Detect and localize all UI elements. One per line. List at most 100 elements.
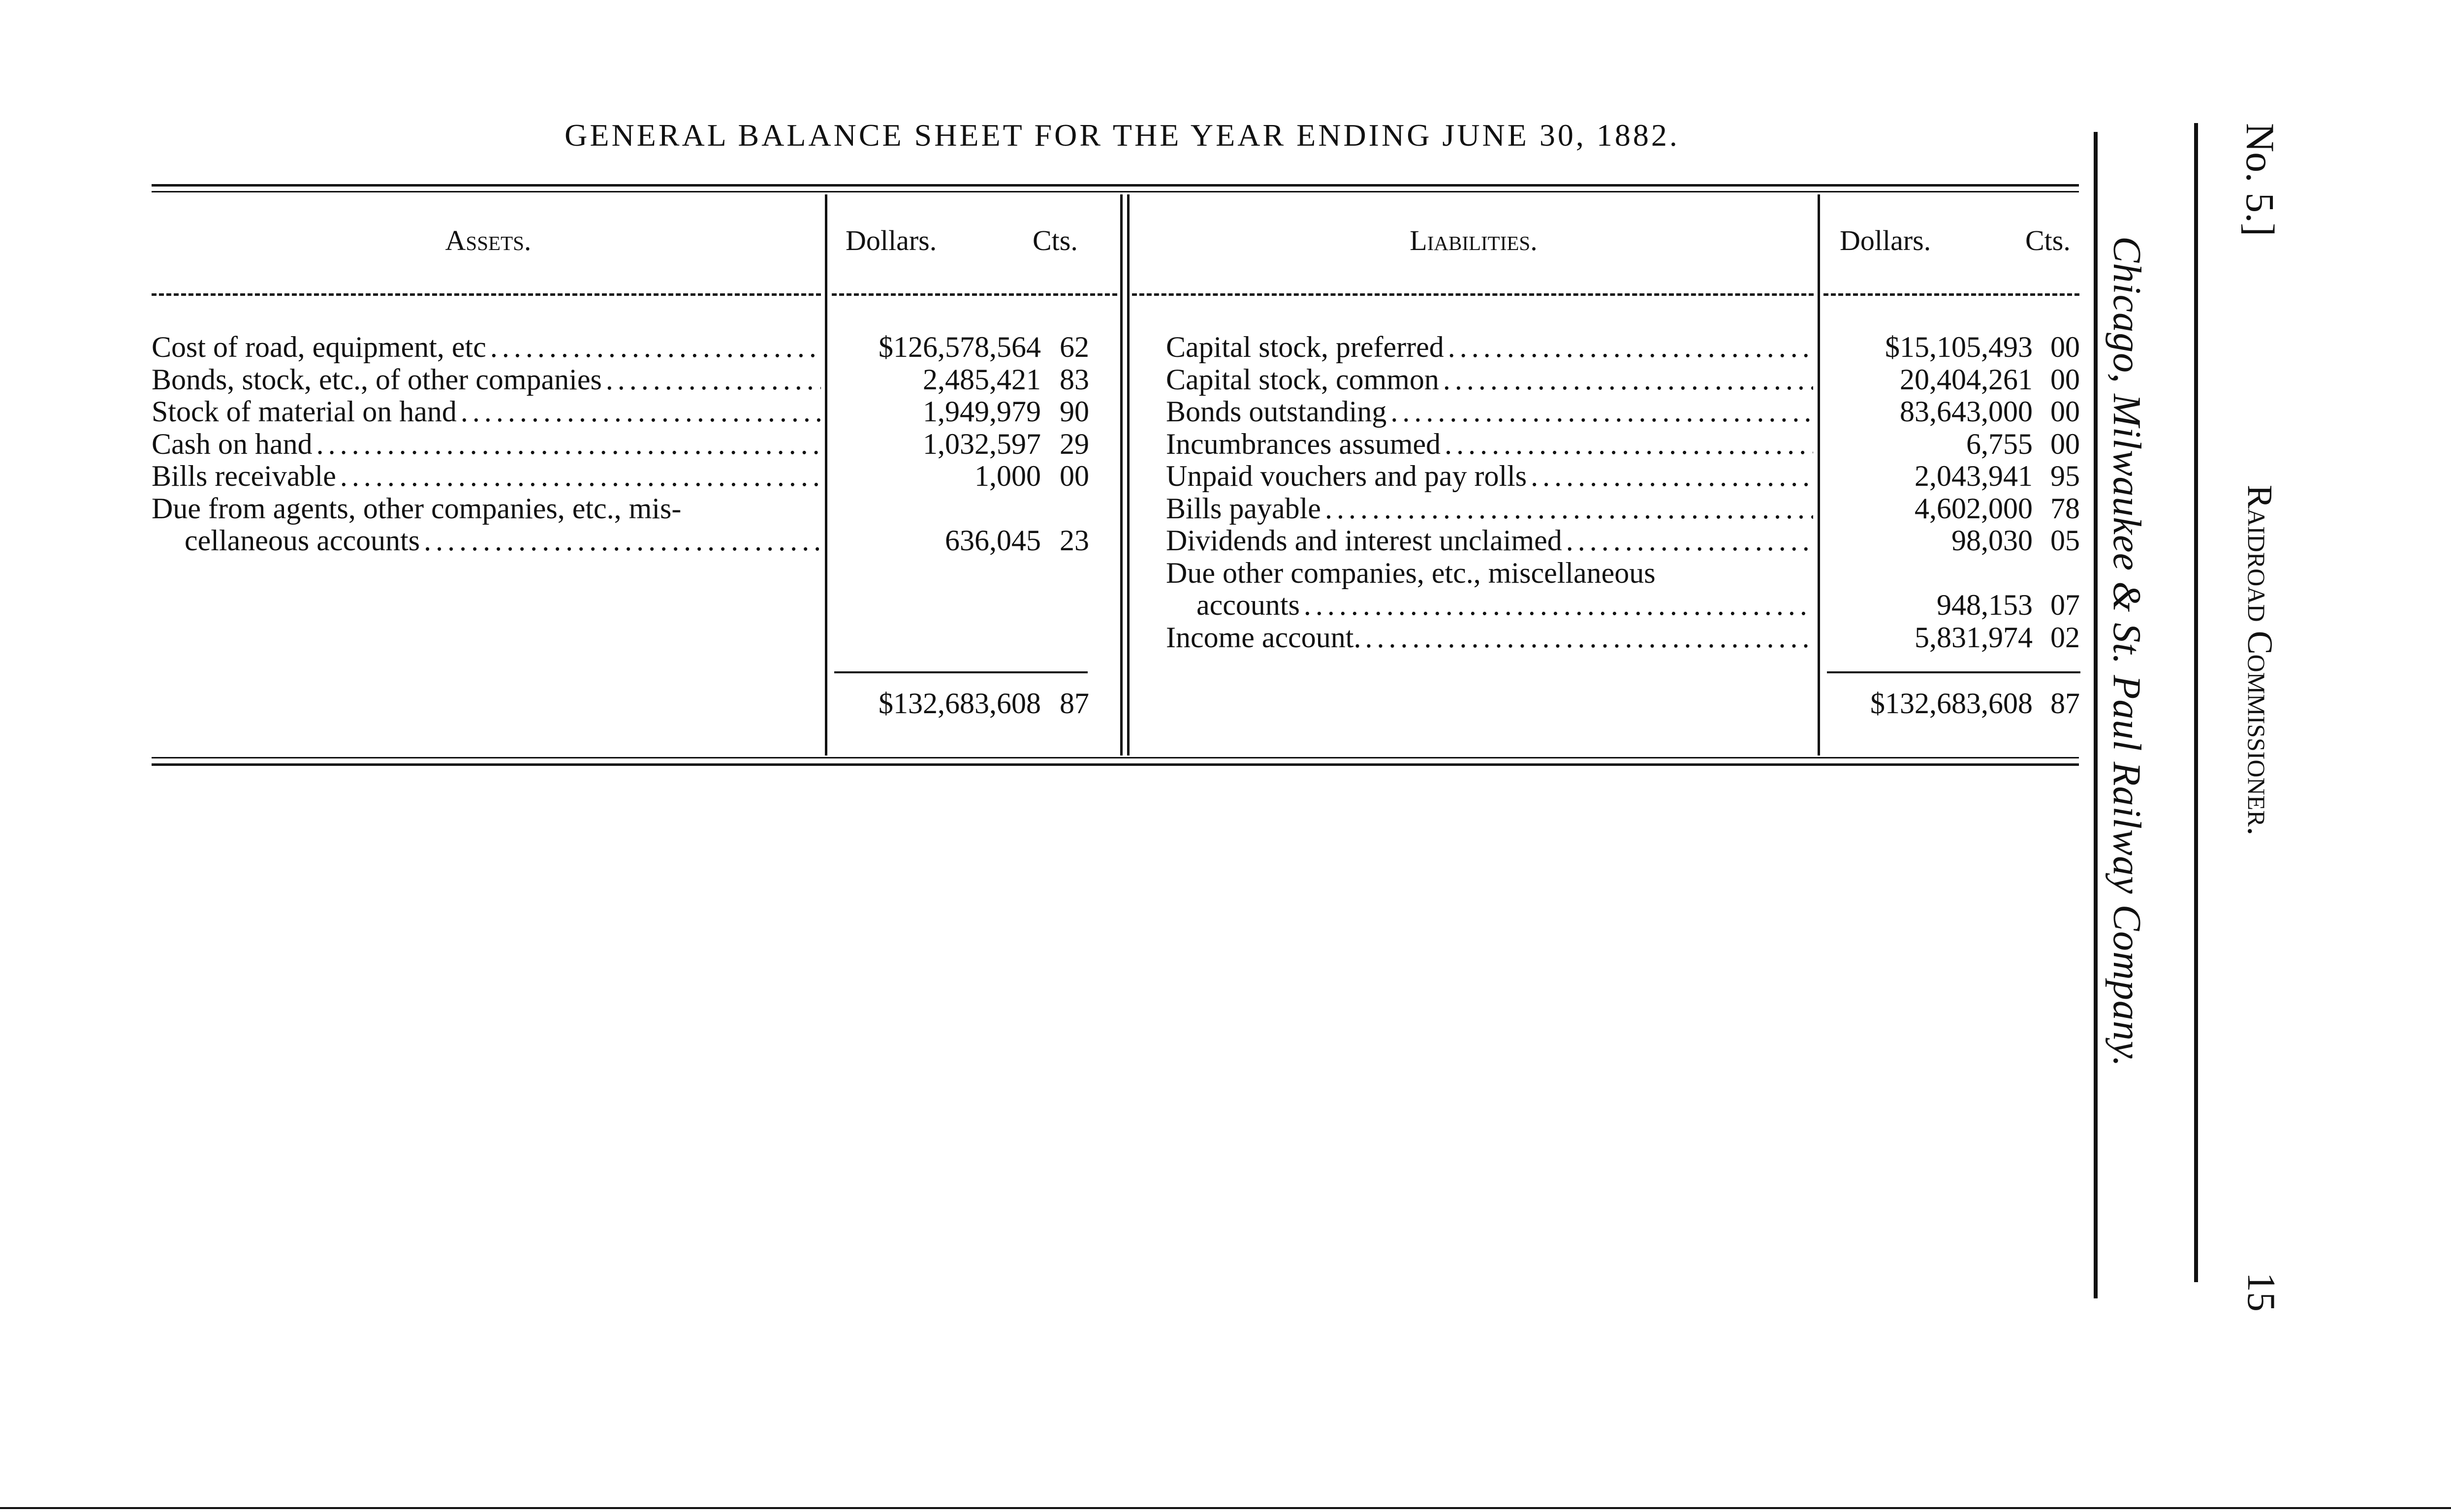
row-cents: 00: [2050, 427, 2080, 460]
label-text: accounts: [1196, 589, 1300, 621]
assets-header: Assets.: [445, 224, 532, 256]
row-cents: 90: [1060, 395, 1089, 428]
total-rule: [1827, 671, 2080, 673]
row-cents: 78: [2050, 492, 2080, 525]
label-text: Bills receivable: [152, 460, 336, 492]
column-divider: [825, 194, 827, 756]
running-head: Chicago, Milwaukee & St. Paul Railway Co…: [2105, 236, 2148, 1068]
dot-leader: [1566, 524, 1813, 557]
page-title: GENERAL BALANCE SHEET FOR THE YEAR ENDIN…: [565, 118, 1680, 153]
assets-total-dollars: $132,683,608: [879, 687, 1041, 720]
row-cents: 62: [1060, 331, 1089, 363]
margin-rule: [2094, 132, 2098, 1298]
assets-dollars-header: Dollars.: [846, 224, 937, 256]
dot-leader: [1390, 395, 1813, 428]
dot-leader: [1448, 331, 1813, 363]
total-rule: [834, 671, 1088, 673]
row-label: Bills payable: [1166, 492, 1813, 525]
row-dollars: 83,643,000: [1900, 395, 2033, 428]
row-dollars: 20,404,261: [1900, 363, 2033, 396]
row-label: Stock of material on hand: [152, 395, 821, 428]
row-cents: 02: [2050, 621, 2080, 654]
bottom-rule: [152, 763, 2079, 766]
top-rule: [152, 184, 2079, 187]
document-number: No. 5.]: [2238, 123, 2283, 237]
label-text: Income account.: [1166, 621, 1361, 654]
label-text: Dividends and interest unclaimed: [1166, 524, 1562, 557]
row-cents: 00: [2050, 395, 2080, 428]
page-edge: [0, 1507, 2451, 1509]
row-dollars: 1,949,979: [923, 395, 1041, 428]
label-text: Stock of material on hand: [152, 395, 457, 428]
header-rule: [152, 293, 821, 296]
liabilities-dollars-header: Dollars.: [1840, 224, 1931, 256]
row-label: Due from agents, other companies, etc., …: [152, 492, 682, 525]
row-cents: 00: [2050, 363, 2080, 396]
label-text: Bonds, stock, etc., of other companies: [152, 363, 602, 396]
page-number: 15: [2239, 1272, 2283, 1312]
liabilities-total-cents: 87: [2050, 687, 2080, 720]
row-dollars: 1,032,597: [923, 427, 1041, 460]
row-label: Unpaid vouchers and pay rolls: [1166, 460, 1813, 492]
row-label: Bonds outstanding: [1166, 395, 1813, 428]
row-cents: 00: [2050, 331, 2080, 363]
label-text: Bonds outstanding: [1166, 395, 1387, 428]
dot-leader: [1445, 428, 1813, 460]
header-rule: [832, 293, 1117, 296]
row-label: Income account.: [1166, 621, 1813, 654]
row-cents: 29: [1060, 427, 1089, 460]
row-label-continued: accounts: [1196, 589, 1813, 621]
row-dollars: 98,030: [1951, 524, 2033, 557]
dot-leader: [1325, 492, 1813, 525]
dot-leader: [424, 524, 821, 557]
label-text: Unpaid vouchers and pay rolls: [1166, 460, 1527, 492]
column-divider: [1818, 194, 1820, 756]
dot-leader: [1531, 460, 1813, 492]
liabilities-cents-header: Cts.: [2025, 224, 2071, 256]
assets-total-cents: 87: [1060, 687, 1089, 720]
row-dollars: 948,153: [1937, 589, 2033, 621]
row-label: Bills receivable: [152, 460, 821, 492]
column-divider-double-a: [1120, 194, 1123, 756]
row-cents: 00: [1060, 460, 1089, 492]
dot-leader: [1443, 363, 1813, 396]
row-cents: 83: [1060, 363, 1089, 396]
dot-leader: [490, 331, 821, 363]
liabilities-header: Liabilities.: [1410, 224, 1538, 256]
row-dollars: $126,578,564: [879, 331, 1041, 363]
header-rule: [1132, 293, 1814, 296]
liabilities-total-dollars: $132,683,608: [1870, 687, 2033, 720]
row-cents: 07: [2050, 589, 2080, 621]
row-dollars: 2,043,941: [1915, 460, 2033, 492]
label-text: Cost of road, equipment, etc: [152, 331, 486, 363]
row-dollars: $15,105,493: [1885, 331, 2033, 363]
header-rule: [1823, 293, 2079, 296]
row-label: Cash on hand: [152, 428, 821, 460]
dot-leader: [340, 460, 821, 492]
row-dollars: 636,045: [945, 524, 1041, 557]
label-text: Incumbrances assumed: [1166, 427, 1441, 460]
row-label: Bonds, stock, etc., of other companies: [152, 363, 821, 396]
dot-leader: [461, 395, 821, 428]
dot-leader: [606, 363, 821, 396]
top-rule-inner: [152, 191, 2079, 192]
row-dollars: 2,485,421: [923, 363, 1041, 396]
publisher-heading: Raidroad Commissioner.: [2240, 485, 2280, 836]
row-cents: 95: [2050, 460, 2080, 492]
column-divider-double-b: [1127, 194, 1130, 756]
row-dollars: 6,755: [1966, 427, 2033, 460]
row-cents: 05: [2050, 524, 2080, 557]
bottom-rule-inner: [152, 757, 2079, 758]
dot-leader: [1365, 621, 1813, 654]
dot-leader: [1304, 589, 1813, 621]
row-dollars: 5,831,974: [1915, 621, 2033, 654]
row-dollars: 1,000: [974, 460, 1041, 492]
assets-cents-header: Cts.: [1033, 224, 1078, 256]
row-cents: 23: [1060, 524, 1089, 557]
label-text: Cash on hand: [152, 427, 313, 460]
row-label: Capital stock, preferred: [1166, 331, 1813, 363]
label-text: Capital stock, common: [1166, 363, 1439, 396]
label-text: cellaneous accounts: [185, 524, 420, 557]
label-text: Bills payable: [1166, 492, 1321, 525]
row-label: Dividends and interest unclaimed: [1166, 524, 1813, 557]
